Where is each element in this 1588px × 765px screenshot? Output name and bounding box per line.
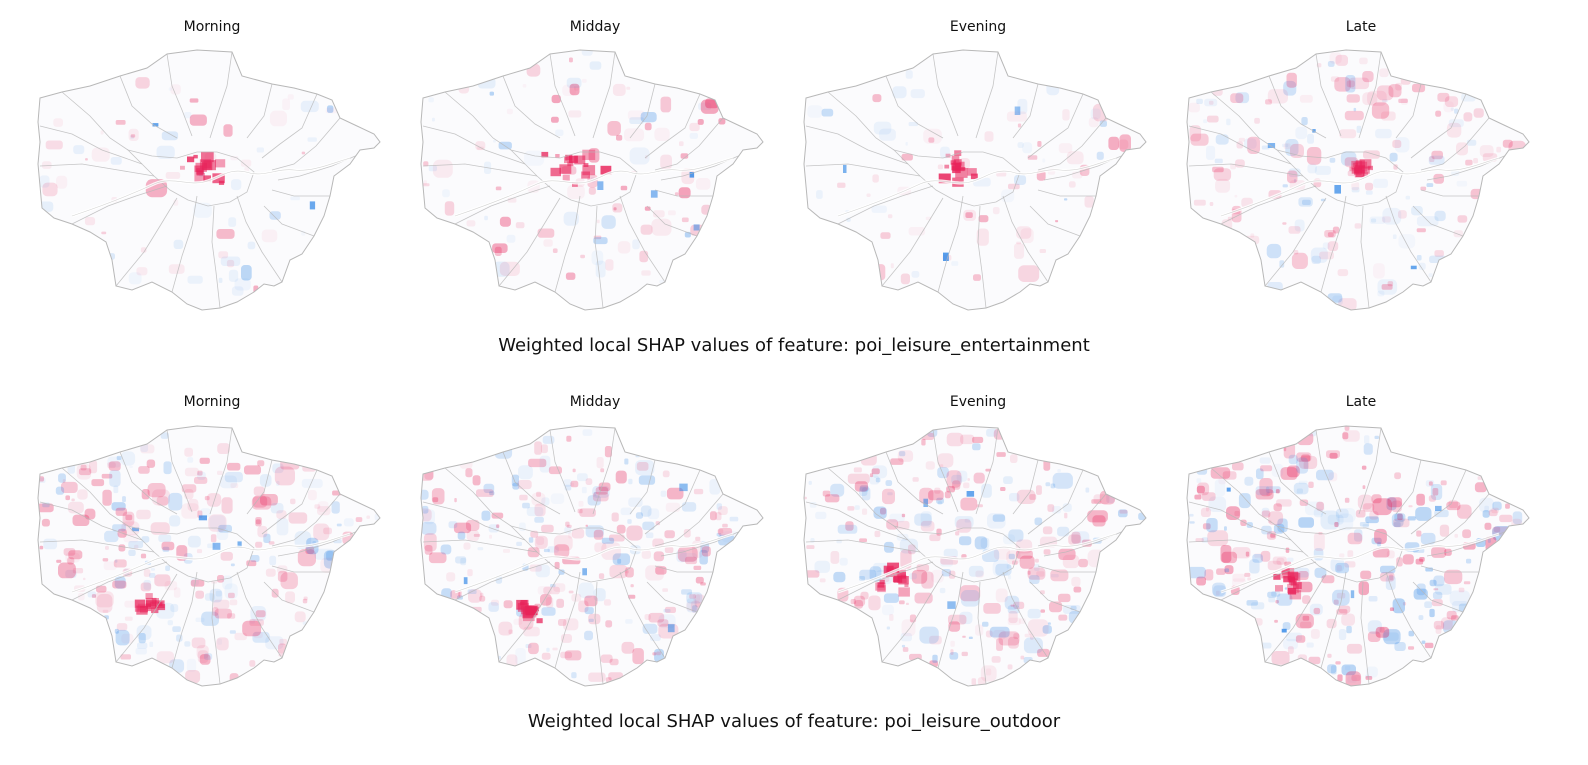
panel-title-evening-1: Evening [949, 19, 1007, 35]
caption-entertainment: Weighted local SHAP values of feature: p… [498, 335, 1090, 356]
map-evening-2 [803, 425, 1147, 687]
panel-title-midday-2: Midday [569, 394, 621, 410]
map-late-2 [1186, 425, 1530, 687]
panel-title-morning-2: Morning [183, 394, 241, 410]
panel-title-midday-1: Midday [569, 19, 621, 35]
map-morning-1 [37, 49, 381, 311]
map-midday-1 [420, 49, 764, 311]
panel-title-morning-1: Morning [183, 19, 241, 35]
map-late-1 [1186, 49, 1530, 311]
map-evening-1 [803, 49, 1147, 311]
panel-title-late-1: Late [1345, 19, 1377, 35]
map-midday-2 [420, 425, 764, 687]
map-morning-2 [37, 425, 381, 687]
panel-title-late-2: Late [1345, 394, 1377, 410]
panel-title-evening-2: Evening [949, 394, 1007, 410]
caption-outdoor: Weighted local SHAP values of feature: p… [527, 711, 1061, 732]
